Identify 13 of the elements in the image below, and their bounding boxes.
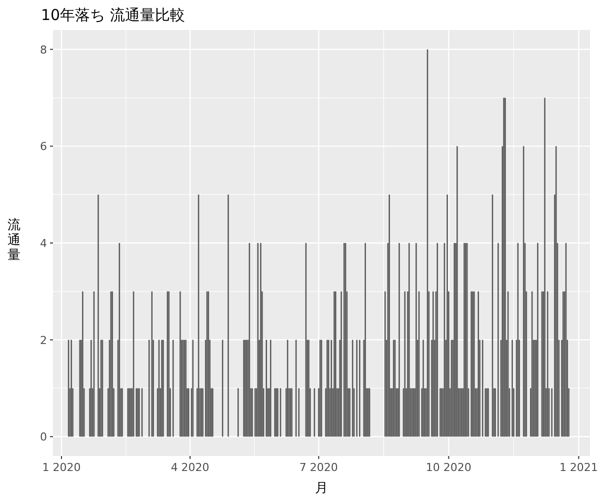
y-axis-title: 流通量: [8, 217, 20, 263]
x-tick-label: 10 2020: [426, 461, 472, 474]
y-tick-label: 2: [40, 334, 47, 347]
y-tick-label: 8: [40, 43, 47, 56]
chart-title: 10年落ち 流通量比較: [41, 6, 185, 24]
y-tick-label: 0: [40, 430, 47, 444]
x-tick-label: 1 2021: [559, 461, 598, 474]
x-tick-label: 4 2020: [170, 461, 210, 474]
x-tick-label: 7 2020: [299, 461, 338, 474]
y-tick-label: 6: [40, 140, 47, 154]
y-tick-label: 4: [40, 237, 47, 250]
x-axis-title: 月: [315, 481, 328, 496]
x-tick-label: 1 2020: [42, 461, 81, 474]
